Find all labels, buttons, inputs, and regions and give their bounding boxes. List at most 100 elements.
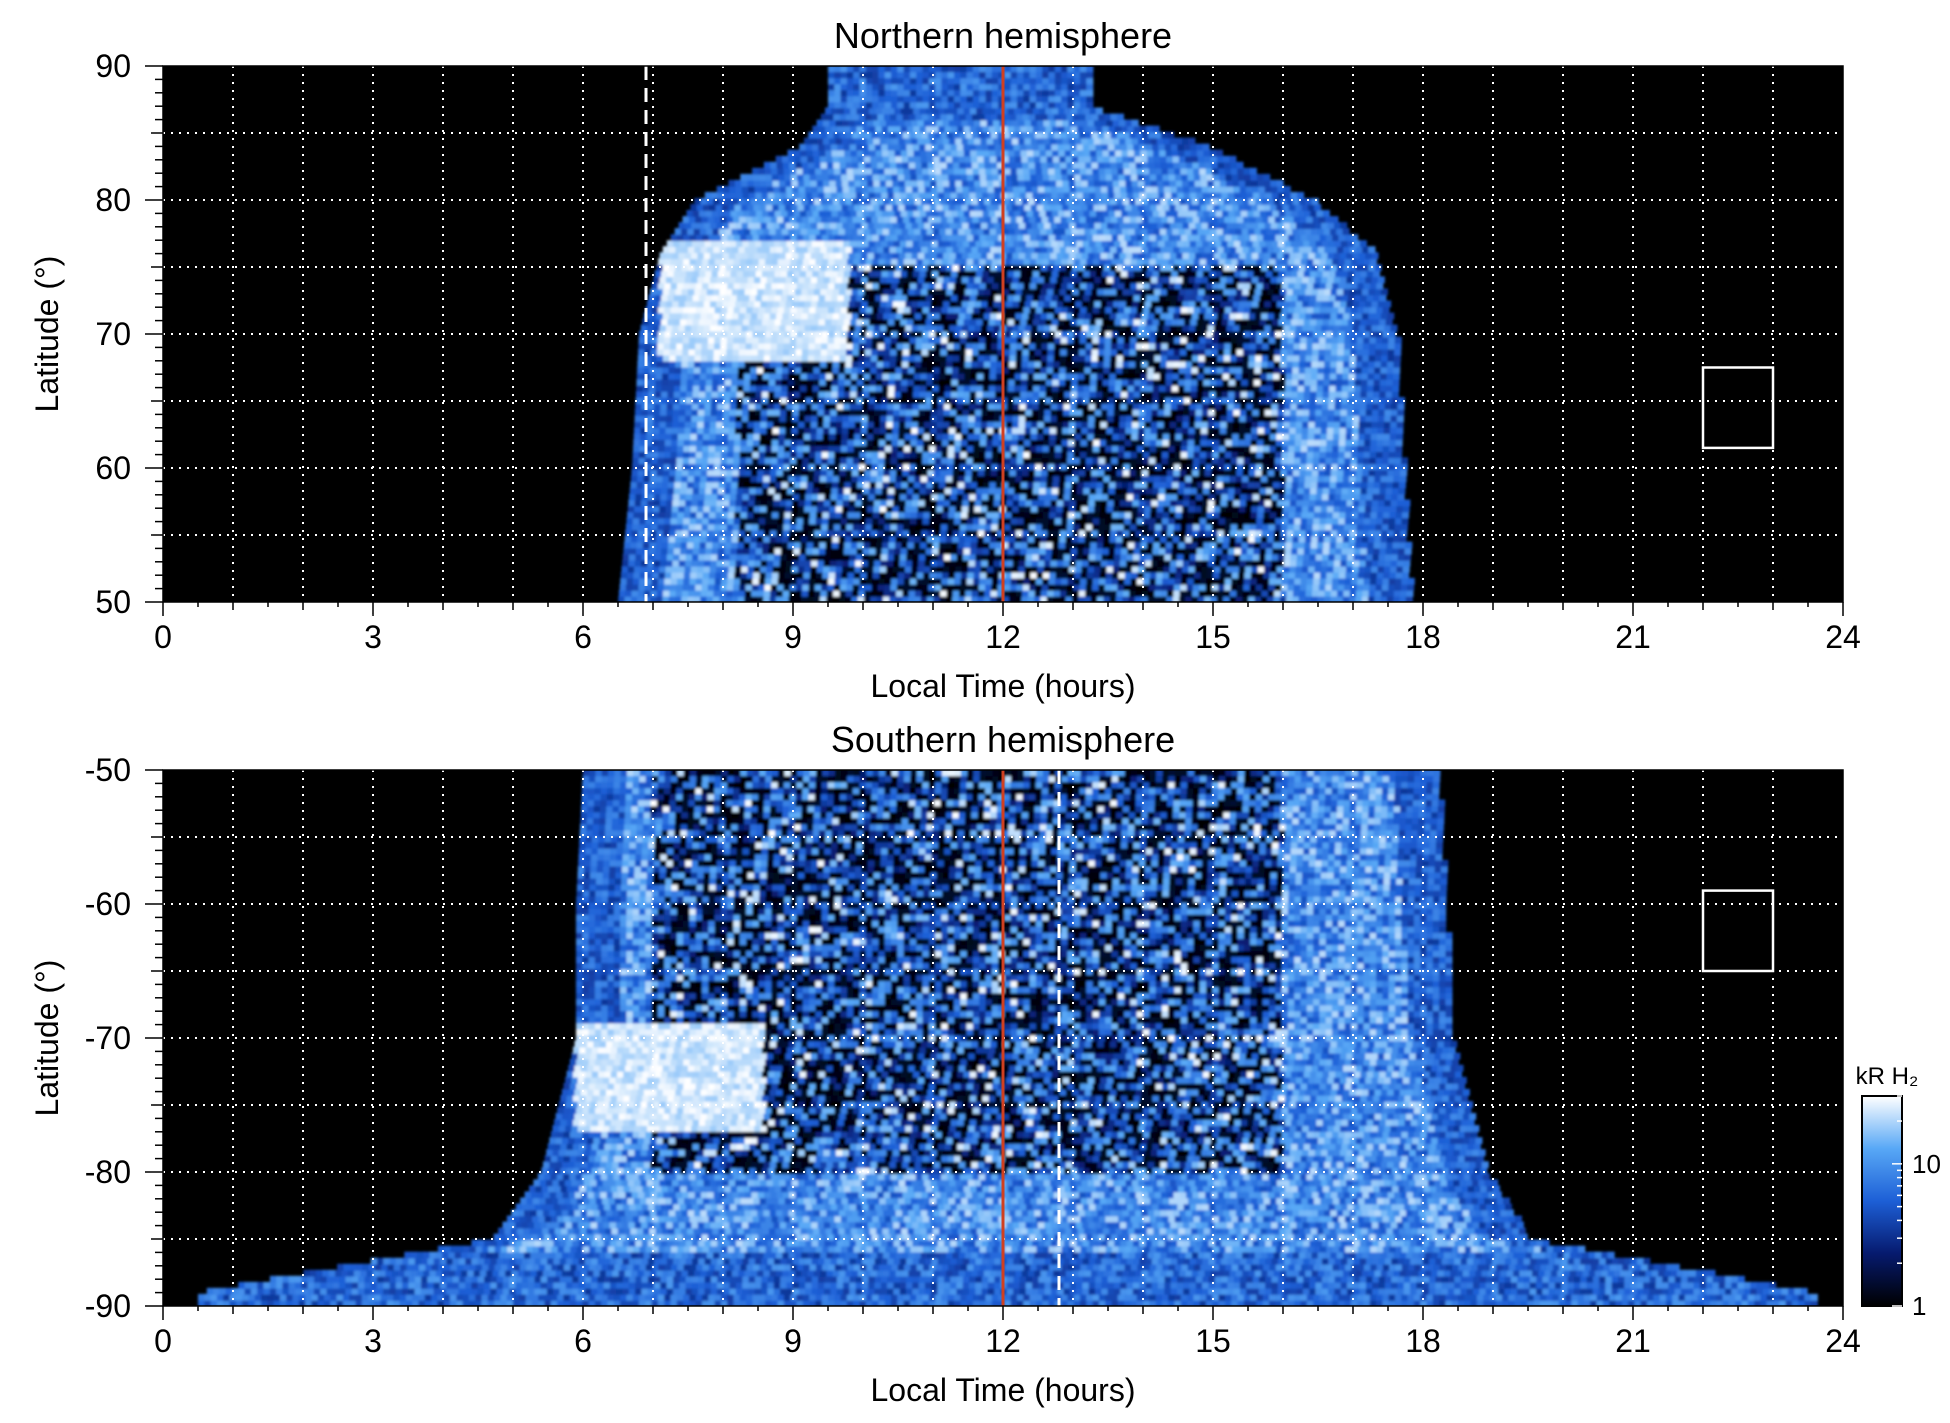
heatmap-cell [736, 547, 744, 555]
heatmap-cell [1264, 499, 1272, 507]
heatmap-cell [1126, 553, 1134, 561]
heatmap-cell [1331, 583, 1339, 591]
heatmap-cell [1136, 457, 1144, 465]
heatmap-cell [1344, 445, 1352, 452]
heatmap-cell [902, 360, 910, 368]
heatmap-cell [734, 433, 742, 440]
heatmap-cell [1260, 481, 1268, 489]
heatmap-cell [976, 378, 984, 386]
heatmap-cell [1238, 565, 1246, 573]
heatmap-cell [1167, 523, 1175, 531]
heatmap-cell [856, 547, 864, 555]
heatmap-cell [888, 372, 896, 380]
heatmap-cell [1155, 583, 1163, 591]
heatmap-cell [882, 535, 890, 543]
heatmap-cell [676, 577, 684, 585]
heatmap-cell [1368, 529, 1376, 537]
heatmap-cell [704, 553, 712, 561]
heatmap-cell [1254, 596, 1262, 602]
heatmap-cell [1395, 445, 1403, 452]
heatmap-cell [684, 505, 692, 513]
heatmap-cell [1287, 463, 1295, 471]
heatmap-cell [1073, 517, 1081, 525]
heatmap-cell [887, 493, 895, 501]
heatmap-cell [704, 493, 712, 501]
heatmap-cell [710, 409, 718, 416]
heatmap-cell [1039, 384, 1047, 392]
heatmap-cell [1132, 499, 1140, 507]
heatmap-cell [1080, 439, 1088, 446]
heatmap-cell [742, 409, 750, 416]
heatmap-cell [812, 547, 820, 555]
heatmap-cell [629, 493, 637, 501]
heatmap-cell [687, 535, 695, 543]
heatmap-cell [1396, 421, 1404, 428]
heatmap-cell [1063, 415, 1071, 422]
heatmap-cell [1248, 360, 1256, 368]
heatmap-cell [1208, 559, 1216, 567]
heatmap-cell [791, 427, 799, 434]
heatmap-cell [981, 559, 989, 567]
heatmap-cell [1264, 565, 1272, 573]
heatmap-cell [653, 415, 661, 422]
heatmap-cell [1251, 427, 1259, 434]
heatmap-cell [911, 559, 919, 567]
heatmap-cell [772, 427, 780, 434]
heatmap-cell [1127, 390, 1135, 398]
heatmap-cell [747, 433, 755, 440]
heatmap-cell [782, 354, 790, 362]
heatmap-cell [1059, 366, 1067, 374]
heatmap-cell [753, 511, 761, 519]
heatmap-cell [843, 397, 851, 404]
heatmap-cell [1126, 403, 1134, 410]
heatmap-cell [1264, 409, 1272, 416]
heatmap-cell [681, 589, 689, 597]
heatmap-cell [1307, 433, 1315, 440]
heatmap-cell [714, 445, 722, 452]
heatmap-cell [930, 421, 938, 428]
heatmap-cell [878, 457, 886, 465]
heatmap-cell [1298, 366, 1306, 374]
heatmap-cell [699, 378, 707, 386]
heatmap-cell [1179, 596, 1187, 602]
heatmap-cell [703, 421, 711, 428]
heatmap-cell [1017, 517, 1025, 525]
heatmap-cell [843, 390, 851, 398]
heatmap-cell [1355, 535, 1363, 543]
heatmap-cell [1136, 451, 1144, 458]
heatmap-cell [1305, 589, 1313, 597]
heatmap-cell [636, 541, 644, 549]
heatmap-cell [897, 457, 905, 465]
heatmap-cell [713, 589, 721, 597]
heatmap-cell [1297, 390, 1305, 398]
heatmap-cell [1129, 463, 1137, 471]
heatmap-cell [888, 487, 896, 495]
heatmap-cell [1355, 360, 1363, 368]
heatmap-cell [748, 403, 756, 410]
heatmap-cell [1087, 511, 1095, 519]
heatmap-cell [868, 403, 876, 410]
heatmap-cell [713, 354, 721, 362]
heatmap-cell [892, 565, 900, 573]
heatmap-cell [810, 421, 818, 428]
heatmap-cell [1395, 511, 1403, 519]
heatmap-cell [1350, 451, 1358, 458]
heatmap-cell [1037, 427, 1045, 434]
heatmap-cell [777, 451, 785, 458]
heatmap-cell [971, 354, 979, 362]
heatmap-cell [785, 565, 793, 573]
heatmap-cell [1175, 427, 1183, 434]
heatmap-cell [895, 596, 903, 602]
heatmap-cell [948, 445, 956, 452]
heatmap-cell [650, 469, 658, 477]
heatmap-cell [799, 487, 807, 495]
heatmap-cell [1058, 378, 1066, 386]
heatmap-cell [792, 559, 800, 567]
heatmap-cell [1298, 475, 1306, 483]
heatmap-cell [830, 499, 838, 507]
heatmap-cell [1150, 571, 1158, 579]
heatmap-cell [1056, 559, 1064, 567]
heatmap-cell [1312, 463, 1320, 471]
heatmap-cell [1013, 390, 1021, 398]
heatmap-cell [670, 457, 678, 465]
